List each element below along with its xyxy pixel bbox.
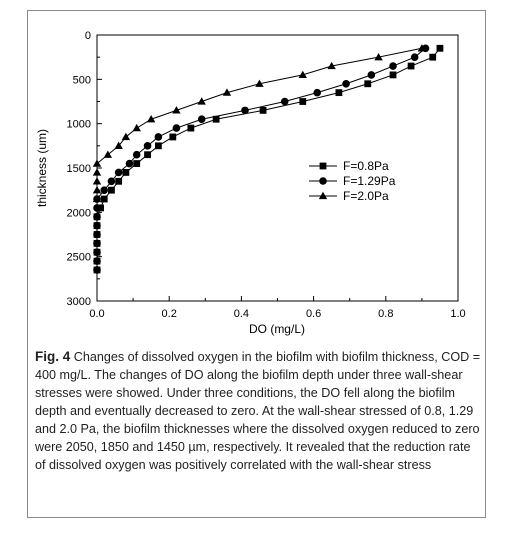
data-point-circle xyxy=(93,212,101,221)
data-point-circle xyxy=(132,150,141,159)
data-point-square xyxy=(154,142,162,150)
data-point-square xyxy=(187,124,195,132)
y-axis: 0 500 1000 1500 2000 2500 3000 xyxy=(67,30,102,308)
series-3 xyxy=(92,44,427,203)
data-point-square xyxy=(299,98,307,105)
data-point-square xyxy=(169,133,177,141)
data-point-circle xyxy=(93,204,101,212)
data-point-square xyxy=(115,177,123,185)
data-point-circle xyxy=(280,97,289,106)
x-tick-label: 1.0 xyxy=(450,308,465,320)
data-point-circle xyxy=(313,88,322,97)
caption-text: Changes of dissolved oxygen in the biofi… xyxy=(35,350,481,472)
series-2 xyxy=(93,44,430,274)
y-tick-label: 3000 xyxy=(67,296,91,308)
data-point-circle xyxy=(154,133,163,141)
data-point-circle xyxy=(143,142,152,150)
x-axis: 0.0 0.2 0.4 0.6 0.8 1.0 xyxy=(89,296,466,320)
series-layer xyxy=(92,44,444,274)
data-point-square xyxy=(212,115,220,123)
data-point-square xyxy=(407,62,415,70)
data-point-circle xyxy=(93,257,101,265)
legend-marker-square xyxy=(319,162,327,170)
data-point-circle xyxy=(93,221,101,230)
data-point-circle xyxy=(389,62,397,70)
data-point-circle xyxy=(367,71,376,79)
data-point-square xyxy=(429,53,437,61)
x-tick-label: 0.8 xyxy=(378,308,393,320)
data-point-triangle xyxy=(197,97,206,105)
data-point-triangle xyxy=(114,141,123,149)
figure-label: Fig. 4 xyxy=(35,349,71,364)
data-point-triangle xyxy=(103,150,113,158)
x-tick-label: 0.6 xyxy=(306,308,321,320)
data-point-square xyxy=(364,80,372,88)
x-tick-label: 0.2 xyxy=(162,308,177,320)
data-point-square xyxy=(259,106,267,114)
data-point-circle xyxy=(93,248,101,257)
data-point-circle xyxy=(241,106,249,115)
legend-label: F=1.29Pa xyxy=(343,174,396,188)
legend-label: F=0.8Pa xyxy=(343,159,389,173)
legend-marker-triangle xyxy=(318,191,328,200)
data-point-circle xyxy=(172,124,181,132)
data-point-triangle xyxy=(92,177,102,185)
y-tick-label: 0 xyxy=(85,30,91,42)
y-tick-label: 2000 xyxy=(67,207,91,219)
legend-marker-circle xyxy=(319,177,327,185)
data-point-triangle xyxy=(92,168,102,176)
x-axis-label: DO (mg/L) xyxy=(249,322,305,336)
y-axis-label: thickness (um) xyxy=(35,129,49,207)
data-point-square xyxy=(122,169,130,176)
data-point-circle xyxy=(197,115,206,124)
data-point-square xyxy=(133,160,141,167)
data-point-circle xyxy=(100,186,109,194)
series-1 xyxy=(93,44,444,274)
data-point-circle xyxy=(107,177,116,186)
data-point-triangle xyxy=(121,132,131,141)
data-point-square xyxy=(335,89,343,97)
y-tick-label: 500 xyxy=(73,74,91,86)
data-point-triangle xyxy=(255,79,264,87)
y-tick-label: 1500 xyxy=(67,163,91,175)
data-point-circle xyxy=(93,230,101,239)
data-point-triangle xyxy=(298,70,307,79)
data-point-triangle xyxy=(146,115,156,123)
data-point-circle xyxy=(114,168,123,177)
data-point-circle xyxy=(93,239,101,248)
data-point-square xyxy=(144,151,151,159)
data-point-triangle xyxy=(92,159,102,167)
x-tick-label: 0.4 xyxy=(234,308,249,320)
plot-area xyxy=(96,34,459,302)
legend-label: F=2.0Pa xyxy=(343,189,389,203)
y-tick-label: 2500 xyxy=(67,252,91,264)
data-point-triangle xyxy=(132,123,141,132)
data-point-triangle xyxy=(374,52,383,61)
data-point-square xyxy=(100,195,108,203)
data-point-square xyxy=(389,71,397,79)
data-point-square xyxy=(108,186,115,194)
data-point-square xyxy=(436,44,444,52)
data-point-circle xyxy=(410,53,419,61)
data-point-triangle xyxy=(222,88,232,96)
data-point-triangle xyxy=(92,194,102,203)
chart: 0.0 0.2 0.4 0.6 0.8 1.0 0 500 1000 1500 2000 2500 3… xyxy=(35,30,466,336)
y-tick-label: 1000 xyxy=(67,119,91,131)
data-point-triangle xyxy=(172,106,181,114)
x-tick-label: 0.0 xyxy=(89,308,104,320)
data-point-triangle xyxy=(327,61,336,70)
data-point-circle xyxy=(125,159,134,168)
data-point-circle xyxy=(342,79,350,88)
figure-frame xyxy=(27,10,486,518)
data-point-triangle xyxy=(92,185,102,194)
data-point-triangle xyxy=(417,44,427,52)
data-point-circle xyxy=(93,266,101,274)
figure-caption: Fig. 4 Changes of dissolved oxygen in th… xyxy=(35,348,481,474)
